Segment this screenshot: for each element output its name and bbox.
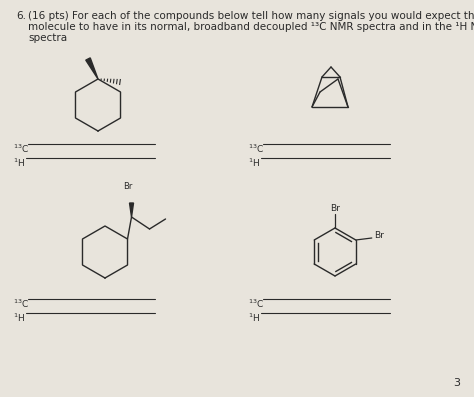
Text: 3: 3 — [453, 378, 460, 388]
Polygon shape — [86, 58, 98, 79]
Text: $^{1}$H: $^{1}$H — [13, 312, 25, 324]
Text: $^{13}$C: $^{13}$C — [13, 298, 29, 310]
Text: $^{1}$H: $^{1}$H — [248, 312, 260, 324]
Text: Br: Br — [330, 204, 340, 213]
Text: Br: Br — [123, 182, 132, 191]
Polygon shape — [129, 203, 134, 217]
Text: (16 pts) For each of the compounds below tell how many signals you would expect : (16 pts) For each of the compounds below… — [28, 11, 474, 21]
Text: Br: Br — [374, 231, 383, 241]
Text: 6.: 6. — [16, 11, 26, 21]
Text: spectra: spectra — [28, 33, 67, 43]
Text: $^{13}$C: $^{13}$C — [248, 298, 264, 310]
Text: $^{13}$C: $^{13}$C — [13, 143, 29, 155]
Text: $^{13}$C: $^{13}$C — [248, 143, 264, 155]
Text: $^{1}$H: $^{1}$H — [13, 157, 25, 170]
Text: $^{1}$H: $^{1}$H — [248, 157, 260, 170]
Text: molecule to have in its normal, broadband decoupled ¹³C NMR spectra and in the ¹: molecule to have in its normal, broadban… — [28, 22, 474, 32]
